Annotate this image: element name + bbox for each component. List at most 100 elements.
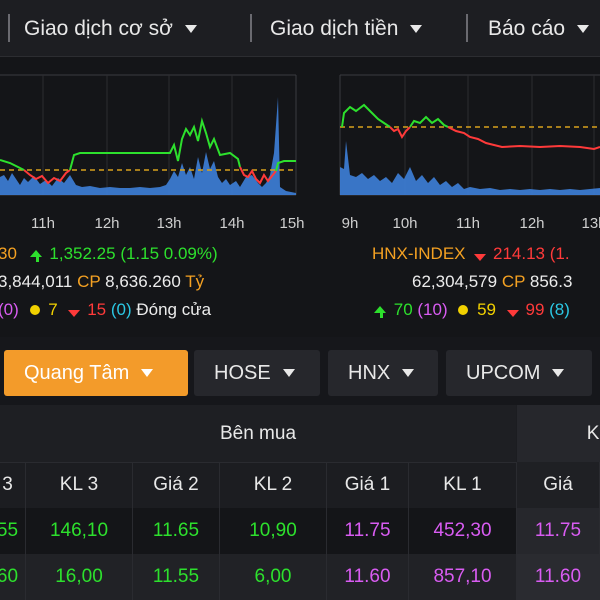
hnx-chart: 9h 10h 11h 12h 13h [339,74,600,232]
vnindex-value: 1,352.25 [49,244,116,263]
hnx-ceiling-count: (10) [417,300,448,319]
col-header-label: Giá 2 [153,474,199,495]
vnindex-value-row: 30 1,352.25 (1.15 0.09%) [0,244,218,264]
nav-menu-giao-dich-tien[interactable]: Giao dịch tiền [270,17,423,41]
hnx-down-count: 99 [525,300,545,319]
hnx-floor-count: (8) [549,300,570,319]
arrow-up-icon [380,310,383,318]
col-header-kl-1[interactable]: KL 1 [409,462,517,508]
price-line-down [447,126,600,151]
vnindex-volume: 3,844,011 [0,272,73,291]
cell-kl-3: 146,10 [26,508,133,554]
chevron-down-icon [552,369,565,377]
table-row[interactable]: 55 146,10 11.65 10,90 11.75 452,30 11.75 [0,508,600,554]
nav-menu-label: Báo cáo [488,17,566,40]
vnindex-cp-value: 8,636.260 [105,272,181,291]
intraday-chart-svg: 11h 12h 13h 14h 15h 9h 10h 11h 12h 13h [0,74,600,232]
col-header-gia-2[interactable]: Giá 2 [133,462,220,508]
vnindex-volume-row: 3,844,011 CP 8,636.260 Tỷ [0,272,204,292]
hnx-volume: 62,304,579 [412,272,498,291]
vnindex-cp-unit: Tỷ [185,272,205,291]
col-header-label: KL 2 [253,474,293,495]
tab-upcom[interactable]: UPCOM [446,350,592,396]
hnx-volume-row: 62,304,579 CP 856.3 [412,272,572,292]
cell-kl-1: 857,10 [409,554,517,600]
col-header-gia-match[interactable]: Giá [517,462,600,508]
nav-menu-giao-dich-co-so[interactable]: Giao dịch cơ sở [24,17,197,41]
col-header-kl-2[interactable]: KL 2 [220,462,327,508]
vnindex-chart: 11h 12h 13h 14h 15h [0,74,305,232]
hnx-cp-label: CP [501,272,526,291]
breadth-ref-count: 7 [48,300,58,319]
chevron-down-icon [184,25,197,33]
breadth-down-count: 15 [87,300,107,319]
vnindex-cp-label: CP [77,272,101,291]
time-label: 12h [519,215,544,232]
chevron-down-icon [577,25,590,33]
volume-bars [0,97,296,195]
hnx-name: HNX-INDEX [372,244,466,263]
col-header-gia-1[interactable]: Giá 1 [327,462,409,508]
tab-label: HOSE [214,361,271,384]
col-header-label: 3 [2,474,13,495]
tab-label: HNX [348,361,391,384]
vnindex-change: (1.15 0.09%) [120,244,218,263]
tab-label: UPCOM [466,361,541,384]
tab-label: Quang Tâm [24,361,130,384]
chevron-down-icon [141,369,154,377]
match-header: Kh [517,405,600,462]
chevron-down-icon [282,369,295,377]
col-header-label: Giá 1 [344,474,391,495]
cell-kl-2: 6,00 [220,554,327,600]
time-label: 13h [156,215,181,232]
index-charts: 11h 12h 13h 14h 15h 9h 10h 11h 12h 13h [0,57,600,237]
cell-gia-1: 11.60 [327,554,409,600]
tab-hose[interactable]: HOSE [194,350,320,396]
reference-dot-icon [29,305,40,315]
time-label: 12h [94,215,119,232]
reference-dot-icon [458,305,469,315]
cell-gia-1: 11.75 [327,508,409,554]
vnindex-breadth-row: (0) 7 15 (0) Đóng cửa [0,300,211,320]
time-label: 11h [31,215,55,232]
tab-hnx[interactable]: HNX [328,350,438,396]
cell-gia-2: 11.55 [133,554,220,600]
cell-gia-3: 60 [0,554,26,600]
time-label: 11h [456,215,480,232]
cell-kl-1: 452,30 [409,508,517,554]
price-line-up [69,117,241,171]
hnx-value-row: HNX-INDEX 214.13 (1. [372,244,570,264]
nav-menu-label: Giao dịch tiền [270,17,399,40]
time-label: 14h [219,215,244,232]
buy-side-header: Bên mua [0,405,516,462]
breadth-ceiling-count: (0) [0,300,19,319]
hnx-breadth-row: 70 (10) 59 99 (8) [374,300,570,320]
nav-separator [250,14,252,42]
hnx-cp-value: 856.3 [529,272,573,291]
watchlist-tabs: Quang Tâm HOSE HNX UPCOM [0,337,600,405]
hnx-ref-count: 59 [477,300,497,319]
time-label: 9h [342,215,359,232]
vnindex-prev-fragment: 30 [0,244,17,263]
price-board-table: Bên mua Kh 3 KL 3 Giá 2 KL 2 Giá 1 KL 1 … [0,405,600,600]
tab-quang-tam[interactable]: Quang Tâm [4,350,188,396]
cell-gia-3: 55 [0,508,26,554]
match-header-label: Kh [586,422,600,444]
price-line-up [409,115,449,128]
nav-menu-label: Giao dịch cơ sở [24,17,173,40]
col-header-label: Giá [543,474,573,495]
market-status: Đóng cửa [136,300,212,319]
table-row[interactable]: 60 16,00 11.55 6,00 11.60 857,10 11.60 [0,554,600,600]
price-line-down [23,169,71,185]
chevron-down-icon [402,369,415,377]
price-line-up [275,160,296,172]
nav-menu-bao-cao[interactable]: Báo cáo [488,17,590,41]
col-header-label: KL 1 [443,474,482,495]
arrow-down-icon [68,310,81,317]
col-header-kl-3[interactable]: KL 3 [26,462,133,508]
col-header-label: KL 3 [59,474,99,495]
time-label: 13h [581,215,600,232]
nav-separator [8,14,10,42]
col-header-gia-3[interactable]: 3 [0,462,26,508]
chevron-down-icon [410,25,423,33]
